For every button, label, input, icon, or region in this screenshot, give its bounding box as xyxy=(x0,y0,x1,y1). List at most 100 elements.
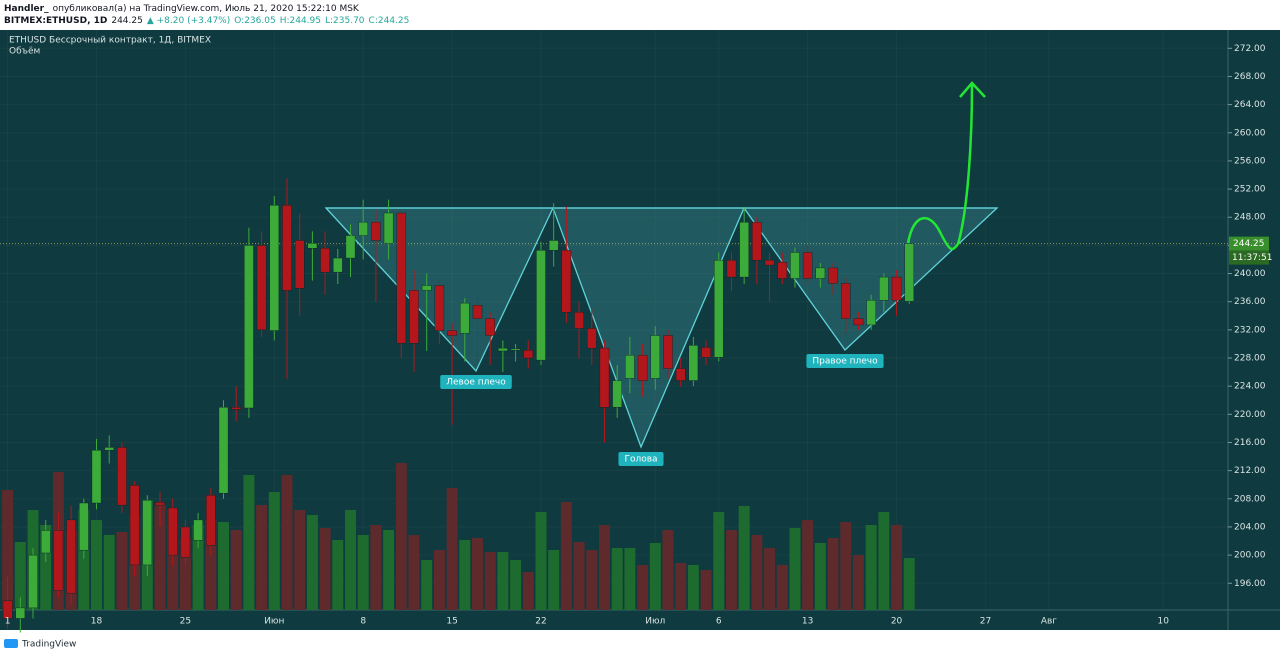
y-tick-label: 216.00 xyxy=(1234,438,1266,448)
x-tick-label: Июн xyxy=(264,617,284,627)
candle-body xyxy=(879,276,889,301)
volume-bar xyxy=(548,550,560,610)
volume-bar xyxy=(243,475,255,610)
header-text: опубликовал(а) на TradingView.com, Июль … xyxy=(53,4,360,14)
x-tick-label: 1 xyxy=(5,617,11,627)
header-text: C:244.25 xyxy=(369,16,410,26)
x-tick-label: 27 xyxy=(980,617,991,627)
volume-bar xyxy=(383,530,395,610)
candle-body xyxy=(269,205,280,331)
brand: TradingView xyxy=(21,640,76,650)
volume-bar xyxy=(154,505,166,610)
y-tick-label: 204.00 xyxy=(1234,522,1266,532)
candle-body xyxy=(891,276,902,301)
countdown-label: 11:37:51 xyxy=(1232,253,1272,263)
volume-bar xyxy=(878,512,890,610)
candle-body xyxy=(307,243,318,249)
arrow-head xyxy=(959,81,986,98)
volume-bar xyxy=(611,548,623,610)
candle-body xyxy=(485,318,495,336)
countdown-box xyxy=(1229,250,1269,265)
volume-bar xyxy=(268,492,280,610)
volume-bar xyxy=(802,520,814,610)
candle-body xyxy=(840,283,851,319)
y-tick-label: 260.00 xyxy=(1234,128,1266,138)
candle-body xyxy=(828,267,838,284)
volume-bar xyxy=(522,572,534,610)
y-tick-label: 212.00 xyxy=(1234,466,1266,476)
y-tick-label: 248.00 xyxy=(1234,213,1266,223)
volume-bar xyxy=(116,532,128,610)
volume-bar xyxy=(357,535,369,610)
volume-bar xyxy=(281,475,293,610)
candle-body xyxy=(713,259,724,358)
y-tick-label: 256.00 xyxy=(1234,156,1266,166)
candle-body xyxy=(345,235,356,259)
y-tick-label: 228.00 xyxy=(1234,354,1266,364)
pattern-label-box xyxy=(618,452,664,466)
volume-bar xyxy=(675,563,687,610)
volume-bar xyxy=(840,522,852,610)
volume-bar xyxy=(637,565,649,610)
candle-body xyxy=(371,221,381,241)
volume-bar xyxy=(827,538,839,610)
candle-body xyxy=(625,354,635,379)
candle-body xyxy=(383,212,394,244)
y-tick-label: 264.00 xyxy=(1234,100,1266,110)
pattern-label: Правое плечо xyxy=(812,357,878,367)
x-tick-label: 25 xyxy=(180,617,191,627)
y-tick-label: 232.00 xyxy=(1234,325,1266,335)
volume-bar xyxy=(91,520,102,610)
volume-bar xyxy=(459,540,471,610)
candle-body xyxy=(472,305,483,319)
candle-body xyxy=(167,507,178,556)
volume-bar xyxy=(306,515,318,610)
candle-body xyxy=(536,250,546,361)
candle-body xyxy=(523,350,534,359)
pattern-label: Левое плечо xyxy=(446,378,506,388)
candle-body xyxy=(434,285,445,331)
volume-bar xyxy=(395,463,407,610)
candle-body xyxy=(688,345,699,381)
candle-body xyxy=(244,245,254,409)
volume-bar xyxy=(903,558,915,610)
candle-body xyxy=(815,267,826,279)
candle-body xyxy=(218,407,229,494)
pattern-label: Голова xyxy=(624,455,657,465)
candle-body xyxy=(561,250,572,313)
volume-bar xyxy=(598,525,610,610)
y-tick-label: 224.00 xyxy=(1234,382,1266,392)
volume-bar xyxy=(256,505,268,610)
candle-body xyxy=(650,335,661,379)
header-text: BITMEX:ETHUSD, 1D xyxy=(4,16,107,26)
candle-body xyxy=(129,485,140,566)
y-tick-label: 220.00 xyxy=(1234,410,1266,420)
volume-bar xyxy=(700,570,712,610)
header-line: Handler_ опубликовал(а) на TradingView.co… xyxy=(4,4,360,14)
volume-bar xyxy=(725,530,737,610)
header-text: 244.25 xyxy=(111,16,143,26)
volume-bar xyxy=(230,530,242,610)
volume-bar xyxy=(205,520,217,610)
header-line: BITMEX:ETHUSD, 1D 244.25 ▲ +8.20 (+3.47%) O… xyxy=(4,16,409,26)
y-tick-label: 196.00 xyxy=(1234,579,1266,589)
candle-body xyxy=(358,221,368,236)
candle-body xyxy=(790,252,800,279)
x-tick-label: 20 xyxy=(891,617,903,627)
y-tick-label: 208.00 xyxy=(1234,494,1266,504)
volume-bar xyxy=(408,535,420,610)
x-tick-label: 10 xyxy=(1158,617,1170,627)
candle-body xyxy=(752,221,762,261)
volume-bar xyxy=(535,512,547,610)
brand-logo xyxy=(4,639,18,648)
volume-bar xyxy=(345,510,356,610)
chart-subtitle: Объём xyxy=(9,47,40,57)
volume-bar xyxy=(510,560,522,610)
header-text: H:244.95 xyxy=(280,16,321,26)
volume-bar xyxy=(218,522,229,610)
volume-bar xyxy=(649,543,661,610)
candle-body xyxy=(460,302,470,334)
header-text: L:235.70 xyxy=(325,16,365,26)
volume-bar xyxy=(370,525,382,610)
candle-body xyxy=(574,312,584,329)
